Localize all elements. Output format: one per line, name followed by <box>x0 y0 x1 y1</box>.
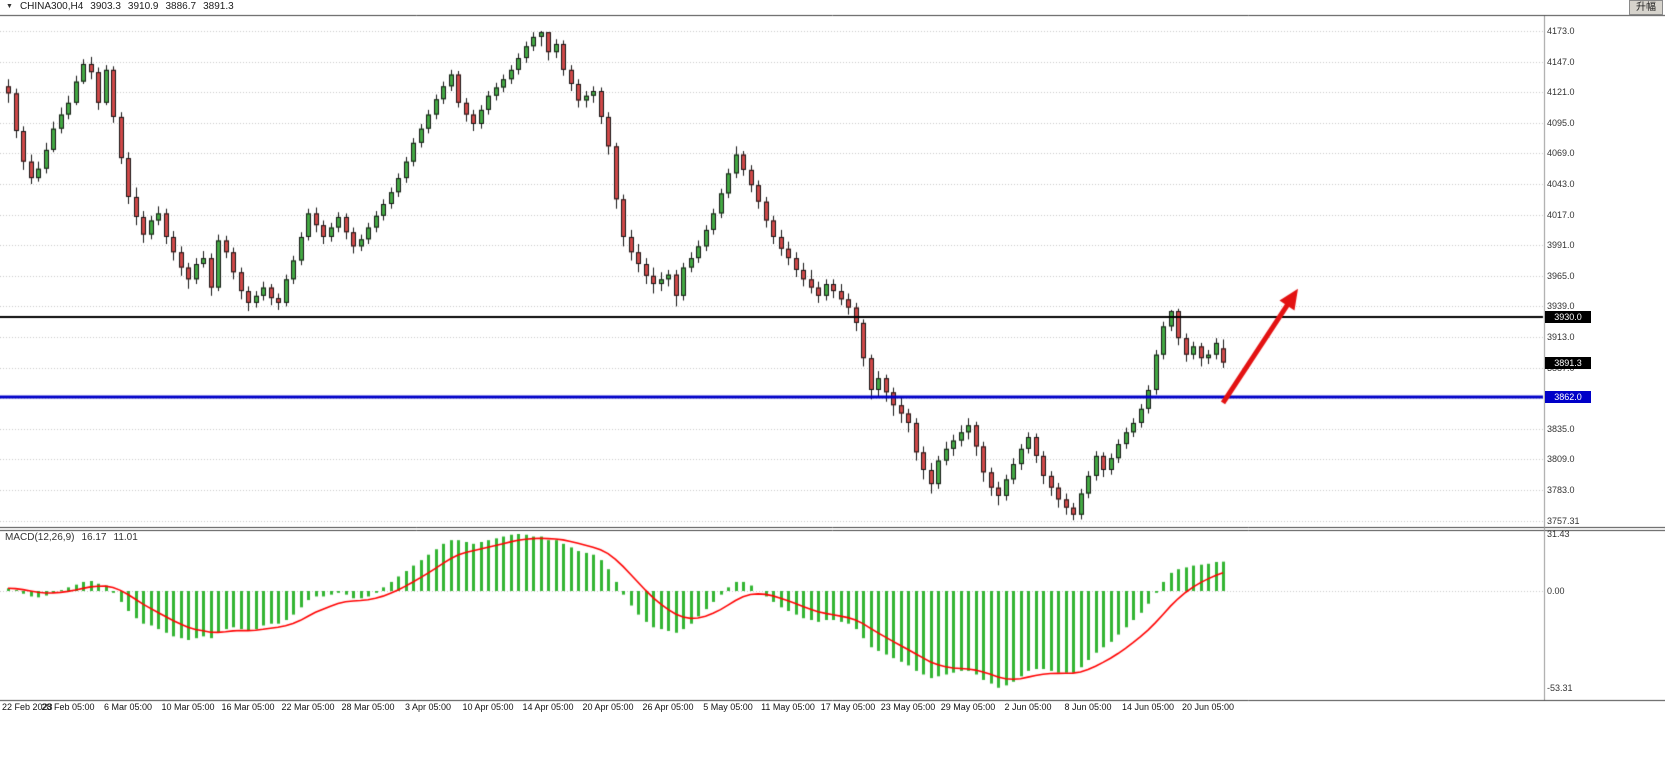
price-tick-label: 4017.0 <box>1547 210 1575 220</box>
date-tick-label: 11 May 05:00 <box>761 702 815 712</box>
price-tick-label: 4069.0 <box>1547 148 1575 158</box>
price-tick-label: 3965.0 <box>1547 271 1575 281</box>
date-tick-label: 10 Apr 05:00 <box>462 702 514 712</box>
macd-scale-label: -53.31 <box>1547 683 1573 693</box>
corner-button[interactable]: 升幅 <box>1629 0 1663 15</box>
symbol-dropdown-icon[interactable]: ▼ <box>6 2 13 10</box>
price-tick-label: 3991.0 <box>1547 240 1575 250</box>
hline-price-tag: 3930.0 <box>1545 311 1591 323</box>
macd-signal-value: 11.01 <box>113 532 138 543</box>
price-tick-label: 4121.0 <box>1547 87 1575 97</box>
date-tick-label: 10 Mar 05:00 <box>161 702 215 712</box>
date-tick-label: 14 Jun 05:00 <box>1121 702 1175 712</box>
date-tick-label: 16 Mar 05:00 <box>221 702 275 712</box>
date-tick-label: 17 May 05:00 <box>820 702 876 712</box>
macd-main-value: 16.17 <box>81 532 107 543</box>
symbol-period-label: CHINA300,H4 <box>19 1 84 12</box>
date-tick-label: 2 Jun 05:00 <box>1004 702 1052 712</box>
price-tick-label: 3835.0 <box>1547 424 1575 434</box>
date-tick-label: 8 Jun 05:00 <box>1064 702 1112 712</box>
date-tick-label: 22 Feb 2023 <box>2 702 53 712</box>
date-tick-label: 26 Apr 05:00 <box>642 702 694 712</box>
date-tick-label: 3 Apr 05:00 <box>404 702 452 712</box>
date-tick-label: 5 May 05:00 <box>703 702 753 712</box>
date-tick-label: 29 May 05:00 <box>940 702 996 712</box>
date-tick-label: 23 May 05:00 <box>880 702 936 712</box>
chart-header: ▼ CHINA300,H4 3903.3 3910.9 3886.7 3891.… <box>6 1 234 12</box>
date-tick-label: 20 Apr 05:00 <box>582 702 634 712</box>
header-high-value: 3910.9 <box>127 1 159 12</box>
header-close-value: 3891.3 <box>203 1 234 12</box>
current-price-tag: 3891.3 <box>1545 357 1591 369</box>
macd-scale-label: 0.00 <box>1547 586 1565 596</box>
macd-indicator-label: MACD(12,26,9) 16.17 11.01 <box>5 532 138 543</box>
date-tick-label: 14 Apr 05:00 <box>522 702 574 712</box>
header-open-value: 3903.3 <box>90 1 121 12</box>
price-tick-label: 4147.0 <box>1547 57 1575 67</box>
date-tick-label: 20 Jun 05:00 <box>1181 702 1235 712</box>
date-tick-label: 6 Mar 05:00 <box>103 702 153 712</box>
date-tick-label: 28 Feb 05:00 <box>41 702 95 712</box>
date-tick-label: 22 Mar 05:00 <box>281 702 335 712</box>
hline-price-tag: 3862.0 <box>1545 391 1591 403</box>
price-tick-label: 3809.0 <box>1547 454 1575 464</box>
price-tick-label: 4173.0 <box>1547 26 1575 36</box>
price-tick-label: 3783.0 <box>1547 485 1575 495</box>
date-tick-label: 28 Mar 05:00 <box>341 702 395 712</box>
price-tick-label: 4043.0 <box>1547 179 1575 189</box>
price-tick-label: 3757.31 <box>1547 516 1580 526</box>
price-tick-label: 3939.0 <box>1547 301 1575 311</box>
macd-scale-label: 31.43 <box>1547 529 1570 539</box>
macd-title: MACD(12,26,9) <box>5 532 75 543</box>
header-low-value: 3886.7 <box>165 1 197 12</box>
price-tick-label: 4095.0 <box>1547 118 1575 128</box>
price-tick-label: 3913.0 <box>1547 332 1575 342</box>
